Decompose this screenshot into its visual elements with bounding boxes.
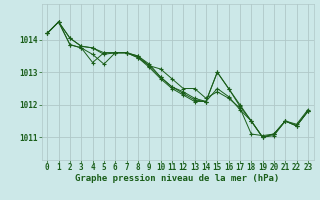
X-axis label: Graphe pression niveau de la mer (hPa): Graphe pression niveau de la mer (hPa)	[76, 174, 280, 183]
